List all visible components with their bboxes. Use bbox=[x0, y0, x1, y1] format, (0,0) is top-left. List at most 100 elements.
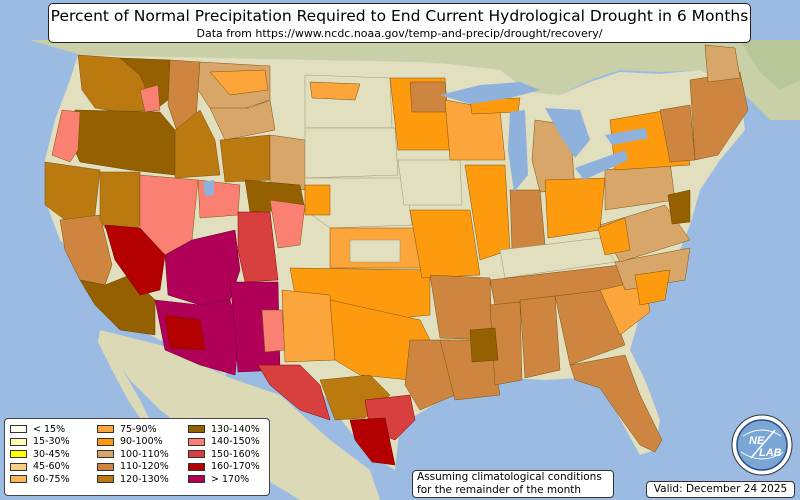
legend-label: < 15% bbox=[33, 423, 66, 435]
legend-label: 120-130% bbox=[120, 473, 169, 485]
logo-text: LAB bbox=[759, 447, 782, 459]
legend-label: 100-110% bbox=[120, 448, 169, 460]
legend: < 15% 15-30% 30-45% 45-60% 60-75% 75-90%… bbox=[4, 418, 270, 496]
region-indiana bbox=[509, 189, 546, 251]
legend-swatch bbox=[97, 475, 114, 483]
region-texas-west bbox=[257, 364, 331, 421]
legend-item: > 170% bbox=[188, 473, 260, 485]
legend-label: 150-160% bbox=[211, 448, 260, 460]
legend-swatch bbox=[97, 437, 114, 446]
legend-swatch bbox=[188, 475, 205, 483]
legend-item: 75-90% bbox=[97, 423, 169, 435]
legend-item: 110-120% bbox=[97, 461, 169, 473]
legend-swatch bbox=[188, 425, 205, 433]
legend-label: 130-140% bbox=[211, 423, 260, 435]
region-mn-brown bbox=[409, 81, 449, 113]
canada-atlantic bbox=[740, 40, 800, 90]
baja-california bbox=[98, 330, 150, 424]
region-ne-orange bbox=[304, 184, 331, 216]
region-north-carolina bbox=[614, 247, 691, 291]
region-maine-top bbox=[704, 44, 741, 83]
lake-erie bbox=[575, 150, 628, 180]
legend-item: < 15% bbox=[10, 423, 70, 435]
region-ohio bbox=[544, 177, 606, 239]
lake-michigan bbox=[508, 110, 528, 192]
valid-date: Valid: December 24 2025 bbox=[646, 481, 795, 498]
legend-swatch bbox=[10, 462, 27, 471]
region-missouri bbox=[409, 209, 481, 279]
region-montana-central bbox=[209, 99, 276, 141]
legend-column: 75-90% 90-100% 100-110% 110-120% 120-130… bbox=[97, 423, 169, 486]
region-wa-pink bbox=[139, 84, 161, 113]
region-alabama bbox=[519, 295, 561, 379]
assumption-note-line: Assuming climatological conditions bbox=[417, 471, 602, 483]
logo-text: NE bbox=[749, 435, 765, 447]
region-nc-orange bbox=[634, 269, 671, 306]
legend-swatch bbox=[97, 425, 114, 433]
region-nm-east bbox=[261, 309, 286, 353]
legend-swatch bbox=[97, 462, 114, 471]
legend-swatch bbox=[188, 437, 205, 446]
region-wv-orange bbox=[597, 217, 631, 256]
region-ms-dark bbox=[469, 327, 499, 363]
assumption-note: Assuming climatological conditions for t… bbox=[412, 470, 614, 498]
region-colorado-west bbox=[237, 211, 279, 283]
legend-swatch bbox=[10, 450, 27, 458]
region-nd-orange bbox=[309, 81, 361, 101]
region-or-coast-pink bbox=[51, 109, 81, 163]
mexico-land bbox=[100, 330, 380, 500]
region-colorado-east bbox=[269, 199, 306, 249]
legend-swatch bbox=[10, 475, 27, 483]
legend-swatch bbox=[10, 437, 27, 446]
legend-label: 75-90% bbox=[120, 423, 157, 435]
legend-item: 160-170% bbox=[188, 461, 260, 473]
title-box: Percent of Normal Precipitation Required… bbox=[48, 3, 751, 43]
region-nevada-south bbox=[104, 224, 166, 296]
legend-label: 30-45% bbox=[33, 448, 70, 460]
legend-item: 120-130% bbox=[97, 473, 169, 485]
lake-superior bbox=[440, 82, 540, 104]
region-texas-panhandle bbox=[281, 289, 336, 363]
legend-label: > 170% bbox=[211, 473, 250, 485]
legend-swatch bbox=[188, 462, 205, 471]
region-montana-east bbox=[209, 69, 269, 96]
page-title: Percent of Normal Precipitation Required… bbox=[50, 7, 749, 25]
legend-item: 30-45% bbox=[10, 448, 70, 460]
lake-ontario bbox=[605, 128, 648, 145]
legend-column: 130-140% 140-150% 150-160% 160-170% > 17… bbox=[188, 423, 260, 486]
region-south-dakota bbox=[304, 127, 399, 179]
legend-swatch bbox=[97, 450, 114, 458]
assumption-note-line: for the remainder of the month bbox=[417, 483, 582, 496]
lake-huron bbox=[545, 108, 590, 158]
legend-item: 130-140% bbox=[188, 423, 260, 435]
legend-label: 110-120% bbox=[120, 461, 169, 472]
legend-item: 140-150% bbox=[188, 436, 260, 448]
legend-item: 100-110% bbox=[97, 448, 169, 460]
great-salt-lake bbox=[203, 180, 214, 196]
legend-item: 60-75% bbox=[10, 473, 70, 485]
legend-label: 140-150% bbox=[211, 436, 260, 447]
legend-label: 45-60% bbox=[33, 461, 70, 472]
legend-label: 90-100% bbox=[120, 436, 163, 447]
region-idaho bbox=[174, 109, 221, 179]
region-iowa bbox=[397, 159, 463, 206]
canada-land bbox=[30, 40, 800, 120]
region-texas-valley bbox=[349, 417, 396, 466]
legend-label: 60-75% bbox=[33, 473, 70, 485]
legend-item: 45-60% bbox=[10, 461, 70, 473]
data-source-subtitle: Data from https://www.ncdc.noaa.gov/temp… bbox=[196, 27, 603, 40]
legend-swatch bbox=[10, 425, 27, 433]
nex-lab-logo: NE LAB bbox=[731, 414, 793, 476]
region-wyoming bbox=[269, 134, 306, 191]
region-arizona-red bbox=[164, 314, 206, 351]
legend-swatch bbox=[188, 450, 205, 458]
legend-item: 15-30% bbox=[10, 436, 70, 448]
region-florida bbox=[569, 354, 663, 453]
region-georgia bbox=[554, 289, 626, 366]
legend-item: 150-160% bbox=[188, 448, 260, 460]
legend-label: 15-30% bbox=[33, 436, 70, 447]
legend-label: 160-170% bbox=[211, 461, 260, 472]
legend-item: 90-100% bbox=[97, 436, 169, 448]
